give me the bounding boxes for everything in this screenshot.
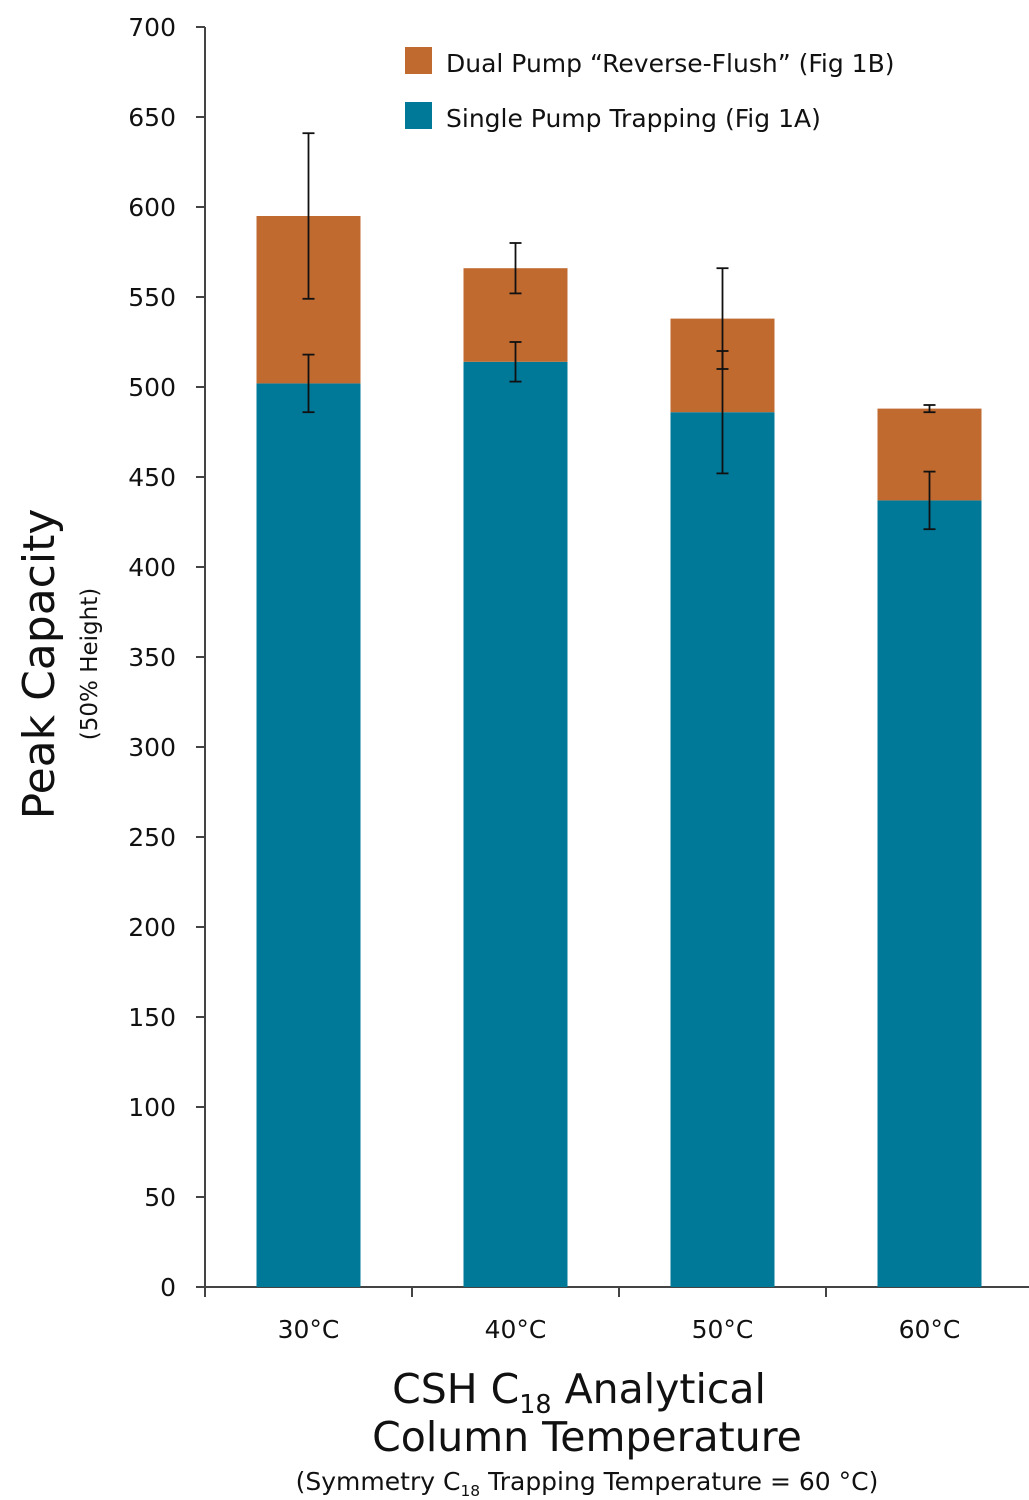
error-bars bbox=[302, 132, 936, 531]
y-tick-label: 200 bbox=[128, 913, 176, 942]
bar-segment bbox=[670, 412, 775, 1287]
legend: Dual Pump “Reverse-Flush” (Fig 1B) Single… bbox=[405, 47, 894, 133]
x-category-label: 60°C bbox=[899, 1315, 961, 1344]
x-category-label: 40°C bbox=[485, 1315, 547, 1344]
x-category-label: 30°C bbox=[278, 1315, 340, 1344]
bar-segment bbox=[256, 383, 361, 1287]
x-axis-title-line1-prefix: CSH C bbox=[392, 1365, 519, 1413]
y-tick-label: 350 bbox=[128, 643, 176, 672]
y-tick-label: 550 bbox=[128, 283, 176, 312]
legend-label: Single Pump Trapping (Fig 1A) bbox=[446, 104, 821, 133]
bars bbox=[256, 216, 982, 1287]
error-bar bbox=[302, 353, 315, 414]
x-axis-note-prefix: (Symmetry C bbox=[296, 1467, 461, 1496]
error-bar bbox=[509, 242, 522, 295]
error-bar bbox=[509, 341, 522, 383]
x-axis-title-line1-subscript: 18 bbox=[519, 1389, 551, 1419]
y-tick-label: 700 bbox=[128, 13, 176, 42]
legend-swatch bbox=[405, 102, 432, 129]
y-tick-label: 650 bbox=[128, 103, 176, 132]
legend-item: Dual Pump “Reverse-Flush” (Fig 1B) bbox=[405, 47, 894, 78]
legend-item: Single Pump Trapping (Fig 1A) bbox=[405, 102, 821, 133]
x-axis-title-line2: Column Temperature bbox=[372, 1413, 802, 1461]
error-bar bbox=[923, 470, 936, 531]
y-axis-title: Peak Capacity (50% Height) bbox=[14, 509, 103, 820]
legend-swatch bbox=[405, 47, 432, 74]
error-bar bbox=[302, 132, 315, 300]
y-tick-label: 100 bbox=[128, 1093, 176, 1122]
y-tick-label: 400 bbox=[128, 553, 176, 582]
x-axis-note-subscript: 18 bbox=[460, 1482, 480, 1500]
y-tick-label: 150 bbox=[128, 1003, 176, 1032]
x-axis-note-suffix: Trapping Temperature = 60 °C) bbox=[480, 1467, 878, 1496]
y-tick-label: 500 bbox=[128, 373, 176, 402]
y-tick-labels: 0 50 100 150 200 250 300 350 400 450 500 550 600 650 7… bbox=[128, 13, 176, 1302]
y-tick-label: 50 bbox=[144, 1183, 176, 1212]
x-category-label: 50°C bbox=[692, 1315, 754, 1344]
legend-label: Dual Pump “Reverse-Flush” (Fig 1B) bbox=[446, 49, 894, 78]
x-axis-title-line1: CSH C18 Analytical bbox=[392, 1365, 766, 1419]
x-axis-note: (Symmetry C18 Trapping Temperature = 60 … bbox=[296, 1467, 879, 1500]
x-category-labels: 30°C 40°C 50°C 60°C bbox=[278, 1315, 961, 1344]
bar-segment bbox=[877, 500, 982, 1287]
x-axis-title: CSH C18 Analytical Column Temperature (S… bbox=[296, 1365, 879, 1500]
y-axis-title-main: Peak Capacity bbox=[14, 509, 65, 820]
y-tick-label: 300 bbox=[128, 733, 176, 762]
y-axis-title-sub: (50% Height) bbox=[77, 588, 103, 740]
y-tick-label: 250 bbox=[128, 823, 176, 852]
error-bar bbox=[923, 404, 936, 414]
error-bar bbox=[716, 267, 729, 370]
x-axis-title-line1-suffix: Analytical bbox=[552, 1365, 766, 1413]
y-tick-label: 450 bbox=[128, 463, 176, 492]
y-tick-label: 600 bbox=[128, 193, 176, 222]
y-tick-label: 0 bbox=[160, 1273, 176, 1302]
bar-segment bbox=[463, 361, 568, 1287]
